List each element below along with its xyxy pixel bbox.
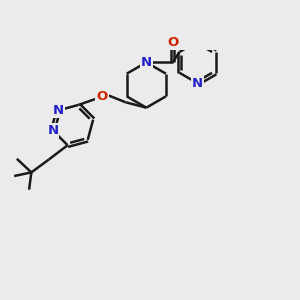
Text: N: N bbox=[192, 77, 203, 90]
Text: O: O bbox=[167, 36, 178, 49]
Text: N: N bbox=[141, 56, 152, 69]
Text: O: O bbox=[96, 90, 108, 103]
Text: N: N bbox=[53, 104, 64, 117]
Text: N: N bbox=[47, 124, 58, 137]
